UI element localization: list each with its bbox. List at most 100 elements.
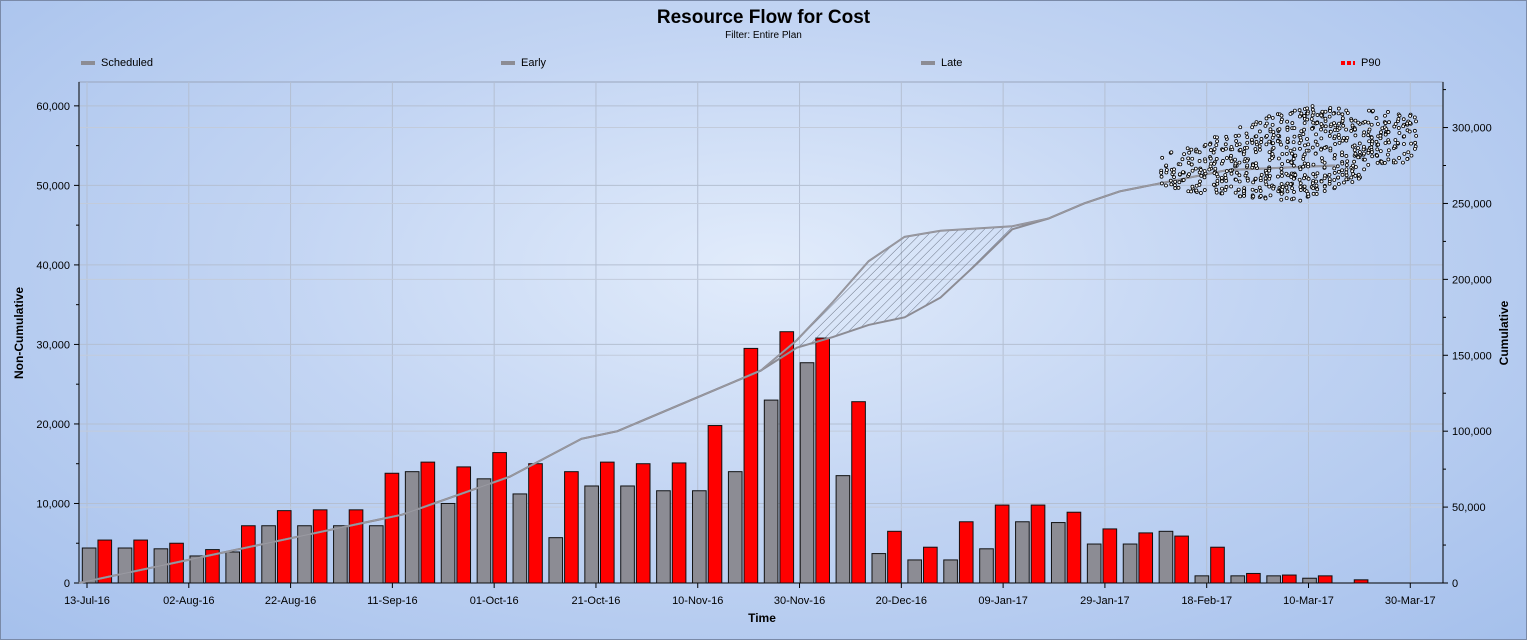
scatter-point bbox=[1349, 175, 1354, 180]
scatter-point bbox=[1264, 121, 1269, 126]
bar-scheduled bbox=[1050, 522, 1066, 584]
scatter-point bbox=[1259, 140, 1263, 145]
scatter-point bbox=[1253, 176, 1258, 181]
scatter-point bbox=[1298, 198, 1303, 203]
y-right-tick-label: 0 bbox=[1452, 578, 1458, 590]
scatter-point bbox=[1393, 138, 1398, 142]
scatter-point bbox=[1332, 166, 1337, 171]
scatter-point bbox=[1289, 175, 1294, 179]
scatter-point bbox=[1159, 181, 1164, 186]
scatter-point bbox=[1319, 127, 1323, 132]
scatter-point bbox=[1233, 190, 1238, 195]
scatter-point bbox=[1340, 112, 1345, 117]
scatter-point bbox=[1276, 174, 1280, 179]
scatter-point bbox=[1299, 129, 1304, 134]
bar-p90 bbox=[205, 549, 220, 584]
scatter-point bbox=[1314, 179, 1319, 184]
bar-scheduled bbox=[763, 399, 779, 584]
scatter-point bbox=[1194, 188, 1199, 193]
scatter-point bbox=[1238, 125, 1243, 130]
scatter-point bbox=[1354, 165, 1358, 169]
scatter-point bbox=[1212, 161, 1217, 166]
scatter-point bbox=[1315, 171, 1320, 176]
scatter-point bbox=[1350, 123, 1355, 128]
scatter-point bbox=[1336, 169, 1341, 174]
scatter-point bbox=[1323, 129, 1328, 134]
bar-scheduled bbox=[81, 547, 97, 584]
scatter-point bbox=[1279, 182, 1284, 186]
scatter-point bbox=[1386, 152, 1390, 157]
scatter-point bbox=[1288, 148, 1293, 153]
scatter-point bbox=[1237, 179, 1242, 184]
scatter-point bbox=[1168, 178, 1173, 183]
bar-p90 bbox=[241, 525, 256, 584]
scatter-point bbox=[1313, 151, 1318, 156]
scatter-point bbox=[1238, 194, 1243, 199]
scatter-point bbox=[1251, 194, 1256, 199]
scatter-point bbox=[1383, 141, 1388, 145]
scatter-point bbox=[1412, 128, 1417, 133]
scatter-point bbox=[1242, 194, 1246, 198]
bar-scheduled bbox=[476, 478, 492, 584]
bar-p90 bbox=[1246, 572, 1261, 584]
scatter-point bbox=[1289, 160, 1294, 165]
bar-p90 bbox=[851, 401, 866, 584]
scatter-point bbox=[1383, 113, 1387, 118]
scatter-point bbox=[1177, 180, 1182, 185]
scatter-point bbox=[1212, 147, 1217, 152]
scatter-point bbox=[1335, 164, 1340, 169]
scatter-point bbox=[1198, 179, 1202, 184]
scatter-point bbox=[1229, 145, 1234, 149]
scatter-point bbox=[1213, 166, 1218, 171]
x-tick-label: 29-Jan-17 bbox=[1080, 595, 1130, 607]
scatter-point bbox=[1310, 126, 1315, 131]
bar-scheduled bbox=[979, 548, 994, 584]
bar-p90 bbox=[133, 539, 148, 584]
scatter-point bbox=[1259, 172, 1264, 177]
scatter-point bbox=[1270, 122, 1275, 127]
scatter-point bbox=[1366, 162, 1371, 167]
scatter-point bbox=[1401, 160, 1405, 165]
scatter-point bbox=[1379, 159, 1384, 164]
scatter-point bbox=[1306, 176, 1311, 181]
x-tick-label: 30-Nov-16 bbox=[774, 595, 825, 607]
scatter-point bbox=[1340, 168, 1344, 173]
scatter-point bbox=[1319, 156, 1324, 160]
scatter-point bbox=[1298, 181, 1303, 186]
scatter-point bbox=[1291, 163, 1296, 168]
scatter-point bbox=[1319, 113, 1324, 118]
scatter-point bbox=[1245, 158, 1250, 163]
bar-p90 bbox=[599, 461, 615, 584]
scatter-point bbox=[1214, 143, 1219, 148]
bar-scheduled bbox=[117, 547, 133, 584]
bar-p90 bbox=[1210, 546, 1225, 584]
scatter-point bbox=[1237, 142, 1242, 147]
scatter-point bbox=[1193, 166, 1198, 171]
scatter-point bbox=[1332, 121, 1336, 125]
scatter-point bbox=[1314, 192, 1319, 196]
scatter-point bbox=[1352, 148, 1357, 153]
scatter-point bbox=[1173, 186, 1178, 191]
y-right-tick-label: 200,000 bbox=[1452, 274, 1492, 286]
scatter-point bbox=[1254, 189, 1259, 193]
scatter-point bbox=[1297, 177, 1302, 182]
scatter-point bbox=[1244, 171, 1249, 175]
scatter-point bbox=[1327, 134, 1332, 138]
scatter-point bbox=[1173, 183, 1177, 188]
scatter-point bbox=[1357, 141, 1362, 146]
scatter-point bbox=[1402, 134, 1407, 139]
scatter-point bbox=[1337, 121, 1341, 126]
bar-p90 bbox=[1174, 535, 1189, 584]
scatter-point bbox=[1302, 161, 1307, 166]
scatter-point bbox=[1234, 170, 1239, 175]
scatter-point bbox=[1371, 108, 1375, 113]
scatter-point bbox=[1209, 161, 1213, 166]
scatter-point bbox=[1397, 113, 1402, 118]
scatter-point bbox=[1319, 179, 1324, 184]
scatter-point bbox=[1344, 167, 1349, 172]
scatter-point bbox=[1288, 182, 1293, 187]
scatter-point bbox=[1291, 140, 1296, 145]
x-tick-label: 02-Aug-16 bbox=[163, 595, 214, 607]
scatter-point bbox=[1344, 163, 1349, 167]
scatter-point bbox=[1367, 127, 1372, 132]
